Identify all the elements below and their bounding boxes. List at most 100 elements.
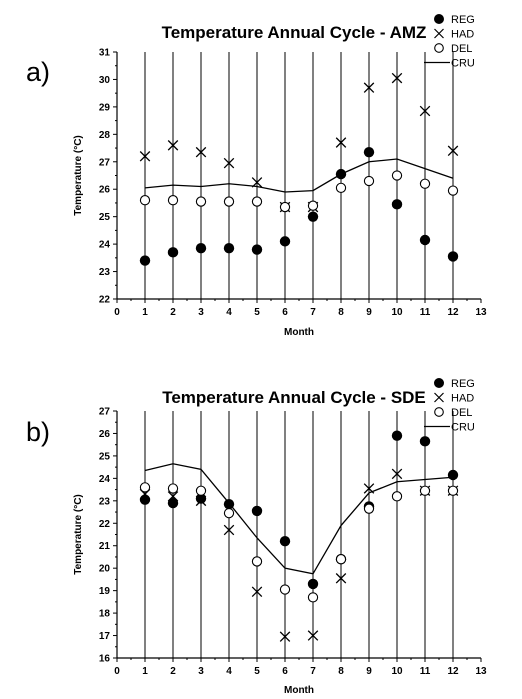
y-tick-label: 31 (99, 48, 111, 59)
legend: REG HAD DEL CRU (424, 14, 475, 70)
x-tick-label: 3 (198, 307, 204, 318)
series-reg-point (195, 493, 207, 504)
series-had-point (279, 631, 291, 642)
x-tick-label: 6 (282, 307, 288, 318)
series-reg-point (139, 255, 151, 266)
x-tick-label: 5 (254, 666, 260, 677)
series-cru-line (144, 463, 454, 575)
series-had-point (419, 105, 431, 117)
legend-label-reg: REG (451, 14, 475, 26)
series-had-point (167, 140, 179, 151)
x-tick-label: 11 (420, 666, 431, 677)
series-del-point (335, 554, 347, 565)
y-tick-label: 26 (99, 429, 111, 440)
legend-label-cru: CRU (451, 58, 475, 70)
series-reg-point (391, 199, 403, 210)
y-tick-label: 30 (99, 75, 111, 86)
x-tick-label: 10 (391, 307, 403, 318)
x-tick-label: 10 (391, 666, 403, 677)
y-tick-label: 22 (99, 295, 111, 306)
x-tick-label: 13 (475, 307, 487, 318)
y-axis-title: Temperature (°C) (73, 494, 84, 575)
x-tick-label: 3 (198, 666, 204, 677)
x-tick-label: 1 (142, 307, 148, 318)
y-tick-label: 27 (99, 407, 111, 418)
y-tick-label: 27 (99, 157, 111, 168)
x-axis-title: Month (284, 685, 314, 696)
y-tick-label: 21 (99, 541, 111, 552)
x-tick-label: 5 (254, 307, 260, 318)
legend-marker-reg (434, 378, 444, 388)
x-tick-label: 0 (114, 307, 120, 318)
series-del-point (419, 485, 431, 496)
y-tick-label: 23 (99, 496, 111, 507)
legend-label-del: DEL (451, 43, 472, 55)
series-reg-point (447, 251, 459, 262)
series-had-point (391, 72, 403, 84)
series-had-point (167, 491, 179, 502)
series-reg-point (279, 236, 291, 247)
y-tick-label: 19 (99, 586, 111, 597)
series-had-point (139, 151, 151, 162)
series-del-point (391, 491, 403, 502)
y-tick-label: 24 (99, 240, 111, 251)
y-tick-label: 29 (99, 102, 111, 113)
series-had-point (335, 137, 347, 148)
series-del-point (391, 170, 403, 181)
x-tick-label: 7 (310, 307, 316, 318)
series-had-point (223, 524, 235, 536)
series-reg-point (363, 146, 375, 158)
series-reg-point (391, 430, 403, 441)
x-tick-label: 6 (282, 666, 288, 677)
series-had-point (195, 495, 207, 507)
series-reg-point (307, 578, 319, 590)
legend-marker-had (434, 392, 444, 403)
y-tick-label: 24 (99, 474, 111, 485)
series-del-point (279, 584, 291, 595)
legend-marker-reg (434, 14, 444, 24)
series-reg-point (251, 505, 263, 517)
series-del-point (363, 503, 375, 514)
series-del-point (335, 182, 347, 193)
legend-marker-had (434, 28, 444, 39)
y-tick-label: 22 (99, 519, 111, 530)
series-reg-point (419, 234, 431, 246)
x-tick-label: 9 (366, 307, 372, 318)
x-tick-label: 2 (170, 666, 176, 677)
x-tick-label: 7 (310, 666, 316, 677)
y-tick-label: 25 (99, 451, 111, 462)
series-had-point (391, 468, 403, 480)
legend-label-had: HAD (451, 29, 474, 41)
chart-panel-a: a)Temperature Annual Cycle - AMZ22232425… (26, 14, 487, 338)
chart-title: Temperature Annual Cycle - AMZ (162, 23, 427, 42)
legend-marker-del (434, 43, 444, 53)
legend-label-cru: CRU (451, 422, 475, 434)
legend-marker-del (434, 407, 444, 417)
series-del-point (167, 195, 179, 206)
series-had-point (307, 630, 319, 641)
series-del-point (195, 196, 207, 207)
x-tick-label: 4 (226, 666, 232, 677)
x-tick-label: 4 (226, 307, 232, 318)
legend-label-had: HAD (451, 393, 474, 405)
series-del-point (419, 178, 431, 189)
series-reg-point (251, 244, 263, 255)
x-tick-label: 12 (447, 666, 459, 677)
x-tick-label: 12 (447, 307, 459, 318)
series-del-point (251, 556, 263, 567)
series-had-point (251, 586, 263, 598)
series-del-point (251, 196, 263, 207)
series-reg-point (139, 494, 151, 505)
x-tick-label: 2 (170, 307, 176, 318)
chart-title: Temperature Annual Cycle - SDE (162, 388, 426, 407)
y-tick-label: 20 (99, 564, 111, 575)
x-tick-label: 8 (338, 307, 344, 318)
y-tick-label: 17 (99, 631, 111, 642)
x-tick-label: 8 (338, 666, 344, 677)
y-tick-label: 26 (99, 185, 111, 196)
series-reg-point (167, 247, 179, 258)
series-had-point (447, 145, 459, 157)
series-del-point (307, 200, 319, 211)
series-reg-point (279, 536, 291, 547)
